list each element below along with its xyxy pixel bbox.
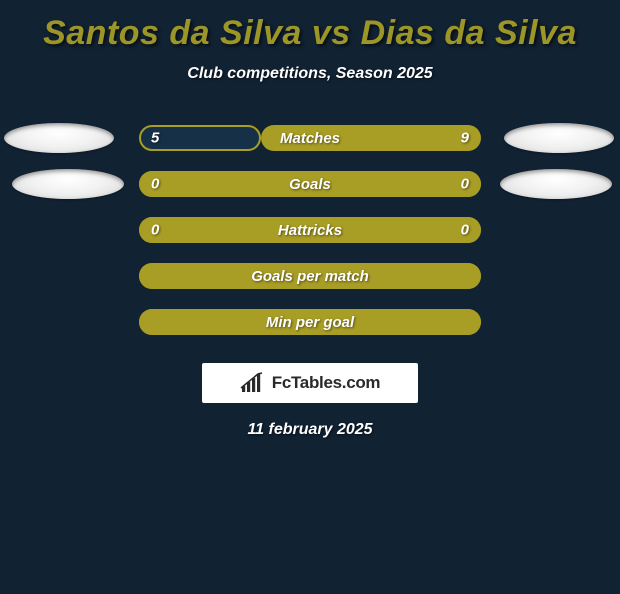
stat-label: Goals xyxy=(289,176,331,193)
page-subtitle: Club competitions, Season 2025 xyxy=(0,65,620,83)
source-badge-text: FcTables.com xyxy=(272,373,381,393)
stat-value-left: 5 xyxy=(151,130,159,147)
stat-row: Min per goal xyxy=(0,299,620,345)
stat-bar: Goals per match xyxy=(139,263,481,289)
stat-value-right: 0 xyxy=(461,176,469,193)
stat-row: 0 0 Goals xyxy=(0,161,620,207)
source-badge: FcTables.com xyxy=(202,363,418,403)
stat-value-left: 0 xyxy=(151,176,159,193)
stat-row: Goals per match xyxy=(0,253,620,299)
stat-bar: 0 0 Hattricks xyxy=(139,217,481,243)
stat-value-right: 9 xyxy=(461,130,469,147)
stat-label: Goals per match xyxy=(251,268,369,285)
snapshot-date: 11 february 2025 xyxy=(0,421,620,439)
page-title: Santos da Silva vs Dias da Silva xyxy=(0,14,620,53)
stat-label: Hattricks xyxy=(278,222,342,239)
stat-bar: 0 0 Goals xyxy=(139,171,481,197)
stat-row: 5 9 Matches xyxy=(0,115,620,161)
stat-bar: Min per goal xyxy=(139,309,481,335)
stat-label: Matches xyxy=(280,130,340,147)
player-right-marker xyxy=(504,123,614,153)
stat-label: Min per goal xyxy=(266,314,354,331)
player-right-marker xyxy=(500,169,612,199)
comparison-chart: 5 9 Matches 0 0 Goals 0 0 Hattricks Goals per mat… xyxy=(0,115,620,345)
stat-row: 0 0 Hattricks xyxy=(0,207,620,253)
stat-value-right: 0 xyxy=(461,222,469,239)
stat-bar: 5 9 Matches xyxy=(139,125,481,151)
stat-value-left: 0 xyxy=(151,222,159,239)
bar-chart-icon xyxy=(240,372,266,394)
player-left-marker xyxy=(12,169,124,199)
player-left-marker xyxy=(4,123,114,153)
